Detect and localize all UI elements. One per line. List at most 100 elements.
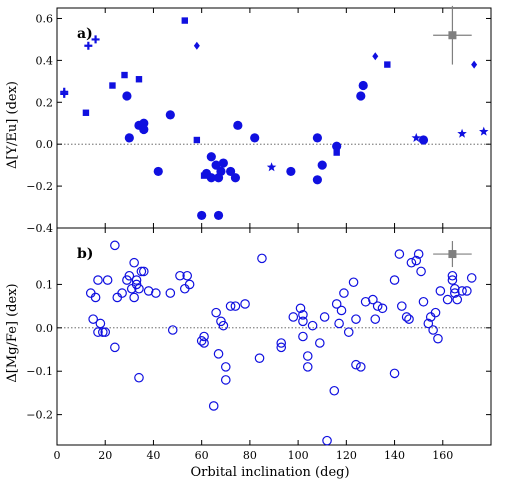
open-circle-point xyxy=(389,368,400,379)
open-circle-point xyxy=(88,314,98,324)
open-circle-point xyxy=(95,318,106,329)
y-tick-label: −0.2 xyxy=(26,409,53,422)
circle-point xyxy=(218,158,228,168)
x-tick-label: 40 xyxy=(146,449,160,462)
open-circle-point xyxy=(372,301,383,311)
x-tick-label: 60 xyxy=(195,449,209,462)
open-circle-point xyxy=(377,303,388,314)
open-circle-point xyxy=(394,249,405,259)
square-point xyxy=(181,17,188,24)
star-point xyxy=(266,162,277,172)
plus-point xyxy=(60,89,69,98)
open-circle-point xyxy=(348,277,359,288)
open-circle-point xyxy=(423,318,434,329)
open-circle-point xyxy=(302,362,313,372)
circle-point xyxy=(211,160,221,170)
x-tick-label: 120 xyxy=(336,449,357,462)
panel-label: a) xyxy=(77,26,93,42)
open-circle-point xyxy=(139,266,149,277)
open-circle-point xyxy=(450,288,460,298)
y-tick-label: 0.2 xyxy=(36,96,54,109)
open-circle-point xyxy=(131,275,142,285)
series-plus xyxy=(60,35,100,98)
open-circle-point xyxy=(360,296,371,307)
open-circle-point xyxy=(295,303,306,314)
open-circle-point xyxy=(447,270,458,281)
open-circle-point xyxy=(450,283,460,294)
top-ylabel: Δ[Y/Eu] (dex) xyxy=(5,81,20,169)
square-point xyxy=(200,172,208,179)
star-point xyxy=(479,126,489,136)
open-circle-point xyxy=(110,240,120,251)
circle-point xyxy=(216,166,226,177)
open-circle-point xyxy=(343,327,354,337)
square-point xyxy=(384,61,391,68)
open-circle-point xyxy=(257,253,267,264)
circle-point xyxy=(139,118,149,128)
y-tick-label: 0.4 xyxy=(36,54,54,67)
open-circle-point xyxy=(466,273,477,283)
open-circle-point xyxy=(211,307,221,318)
star-point xyxy=(411,132,422,142)
circle-point xyxy=(153,166,163,177)
open-circle-point xyxy=(351,314,361,324)
open-circle-point xyxy=(213,349,224,359)
open-circle-point xyxy=(100,327,111,337)
plus-point xyxy=(84,41,93,50)
open-circle-point xyxy=(370,314,381,324)
open-circle-point xyxy=(175,270,185,281)
open-circle-point xyxy=(117,288,127,298)
y-tick-label: 0.6 xyxy=(36,12,54,25)
square-point xyxy=(333,149,340,156)
x-tick-label: 160 xyxy=(432,449,453,462)
open-circle-point xyxy=(134,283,144,294)
diamond-point xyxy=(372,52,379,61)
diamond-point xyxy=(471,60,478,69)
open-circle-point xyxy=(307,320,318,331)
open-circle-point xyxy=(134,372,144,383)
y-tick-label: 0.0 xyxy=(36,322,54,335)
error-bar-marker xyxy=(448,31,457,40)
open-circle-point xyxy=(331,299,342,309)
open-circle-point xyxy=(298,331,308,342)
open-circle-point xyxy=(184,279,195,290)
open-circle-point xyxy=(302,351,313,361)
y-tick-label: 0.1 xyxy=(36,278,54,291)
open-circle-point xyxy=(254,353,265,363)
open-circle-point xyxy=(430,307,441,318)
open-circle-point xyxy=(129,292,139,303)
bottom-ylabel: Δ[Mg/Fe] (dex) xyxy=(5,283,20,382)
circle-point xyxy=(206,152,216,162)
open-circle-point xyxy=(276,342,287,353)
open-circle-point xyxy=(240,299,250,309)
plot-frame xyxy=(56,227,492,446)
plus-point xyxy=(91,35,100,44)
plot-frame xyxy=(56,7,492,229)
x-tick-label: 20 xyxy=(98,449,112,462)
plot-layer: −0.4 −0.2 0.0 0.2 0.4 0.6 a) −0.2 −0.1 0.0 0.1 0 20 4… xyxy=(26,5,492,462)
y-tick-label: −0.4 xyxy=(26,222,53,235)
panel-bottom: −0.2 −0.1 0.0 0.1 0 20 40 60 80 100 120 140 160 b) xyxy=(26,227,492,462)
open-circle-point xyxy=(182,270,192,281)
circle-point xyxy=(317,160,327,170)
open-circle-point xyxy=(136,266,147,277)
circle-point xyxy=(356,91,366,101)
circle-point xyxy=(226,166,236,177)
circle-point xyxy=(230,173,241,183)
circle-point xyxy=(332,141,342,151)
open-circle-point xyxy=(396,301,407,311)
circle-point xyxy=(233,120,243,130)
open-circle-point xyxy=(339,288,349,298)
open-circle-point xyxy=(416,266,426,277)
circle-point xyxy=(213,210,224,221)
open-circle-point xyxy=(428,325,438,335)
open-circle-point xyxy=(462,286,472,296)
circle-point xyxy=(418,135,429,145)
open-circle-point xyxy=(225,301,236,311)
open-circle-point xyxy=(452,294,463,305)
open-circle-point xyxy=(298,316,308,327)
square-point xyxy=(121,71,128,79)
open-circle-point xyxy=(322,435,332,446)
open-circle-point xyxy=(389,275,400,285)
